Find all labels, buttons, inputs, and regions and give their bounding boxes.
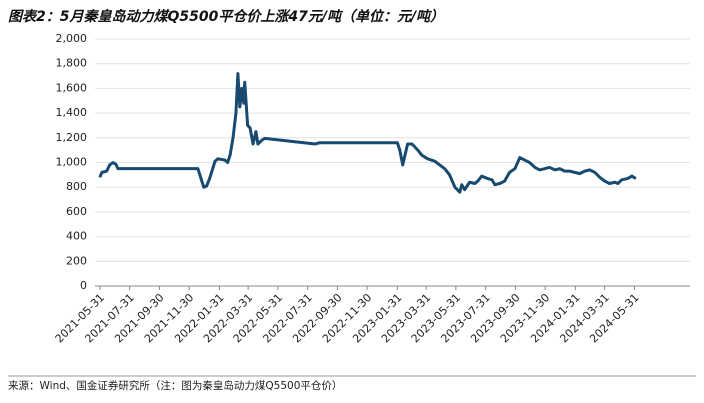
source-note: 来源：Wind、国金证券研究所（注：图为秦皇岛动力煤Q5500平仓价） — [8, 379, 342, 392]
y-tick-label: 200 — [66, 254, 87, 267]
chart-title: 图表2：5月秦皇岛动力煤Q5500平仓价上涨47元/吨（单位：元/吨） — [8, 8, 444, 25]
y-tick-label: 1,400 — [56, 106, 88, 119]
y-tick-label: 1,600 — [56, 81, 88, 94]
price-line — [98, 72, 637, 194]
y-tick-label: 1,000 — [56, 156, 88, 169]
y-tick-label: 800 — [66, 180, 87, 193]
y-tick-label: 400 — [66, 230, 87, 243]
y-tick-label: 2,000 — [56, 32, 88, 45]
y-tick-label: 1,200 — [56, 131, 88, 144]
y-tick-label: 0 — [80, 279, 87, 292]
y-tick-label: 1,800 — [56, 57, 88, 70]
y-tick-label: 600 — [66, 205, 87, 218]
